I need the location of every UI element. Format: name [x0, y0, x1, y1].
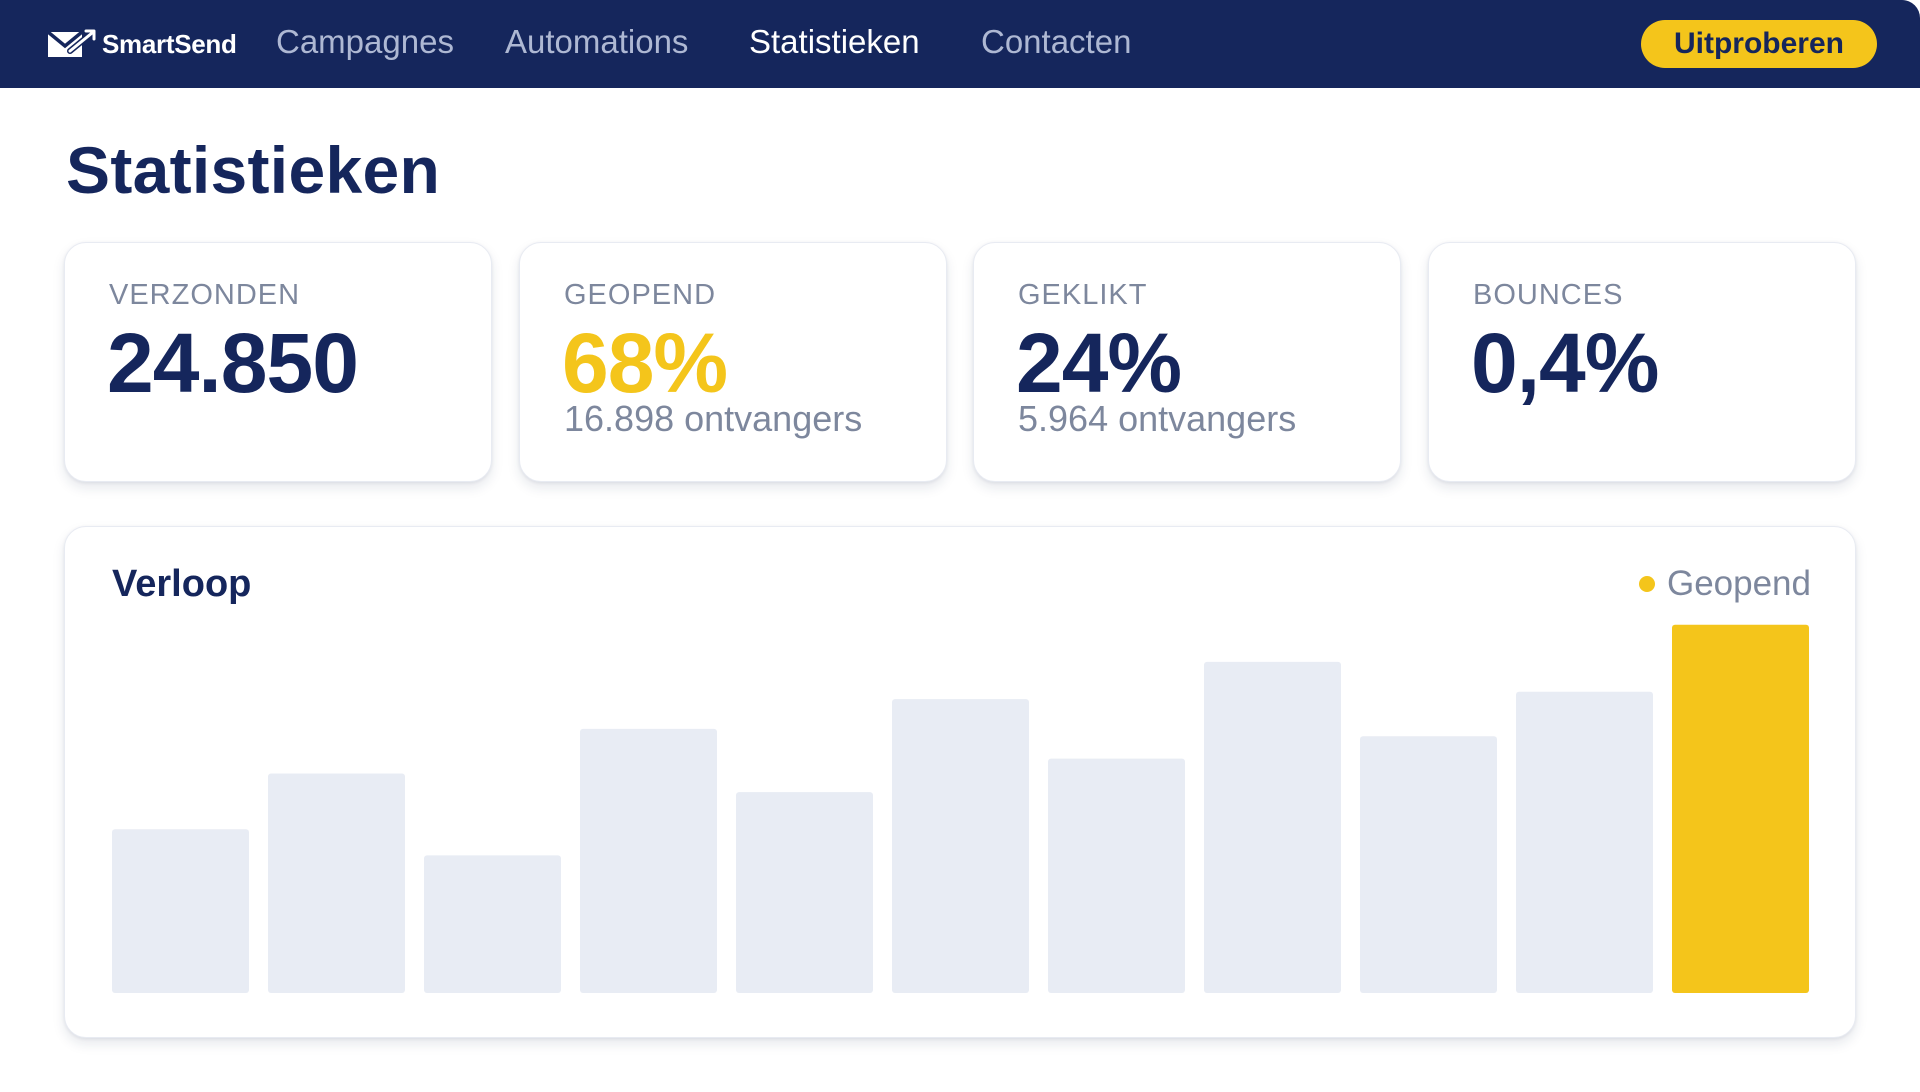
try-button[interactable]: Uitproberen	[1641, 20, 1877, 68]
chart-bar	[892, 699, 1029, 993]
stat-label: GEOPEND	[564, 279, 717, 311]
stat-label: VERZONDEN	[109, 279, 301, 311]
legend-label: Geopend	[1666, 564, 1811, 603]
chart-bar	[1516, 691, 1653, 993]
chart-legend: Geopend	[1638, 561, 1811, 607]
chart-bar	[580, 728, 717, 993]
chart-bar	[268, 773, 405, 993]
bar-chart	[112, 624, 1809, 993]
chart-title: Verloop	[112, 563, 252, 605]
legend-dot-icon	[1638, 576, 1655, 592]
stat-label: GEKLIKT	[1018, 279, 1148, 311]
top-nav-bar: SmartSend Campagnes Automations Statisti…	[0, 0, 1920, 88]
brand-name: SmartSend	[102, 28, 237, 59]
page-title: Statistieken	[66, 133, 441, 207]
stat-card-geklikt: GEKLIKT 24% 5.964 ontvangers	[973, 242, 1401, 482]
nav-link-automations[interactable]: Automations	[505, 23, 689, 60]
chart-bar	[112, 829, 249, 993]
stat-value: 68%	[562, 316, 728, 410]
chart-bar	[1048, 758, 1185, 993]
chart-bar-highlight	[1672, 624, 1809, 993]
stat-value: 24.850	[107, 316, 359, 410]
brand-logo[interactable]: SmartSend	[46, 26, 237, 62]
stat-card-verzonden: VERZONDEN 24.850	[64, 242, 492, 482]
chart-card: Verloop Geopend	[64, 526, 1856, 1038]
chart-bar	[424, 855, 561, 993]
chart-bar	[736, 792, 873, 993]
stat-subtext: 5.964 ontvangers	[1018, 398, 1297, 439]
stat-label: BOUNCES	[1473, 279, 1624, 311]
stat-card-bounces: BOUNCES 0,4%	[1428, 242, 1856, 482]
nav-link-contacten[interactable]: Contacten	[981, 23, 1132, 60]
envelope-icon	[46, 29, 96, 57]
stat-card-geopend: GEOPEND 68% 16.898 ontvangers	[519, 242, 947, 482]
stat-value: 0,4%	[1471, 316, 1659, 410]
chart-bar	[1360, 736, 1497, 993]
stat-subtext: 16.898 ontvangers	[564, 398, 863, 439]
nav-link-statistieken[interactable]: Statistieken	[749, 23, 920, 60]
chart-bar	[1204, 661, 1341, 993]
nav-link-campagnes[interactable]: Campagnes	[276, 23, 454, 60]
stat-value: 24%	[1016, 316, 1182, 410]
